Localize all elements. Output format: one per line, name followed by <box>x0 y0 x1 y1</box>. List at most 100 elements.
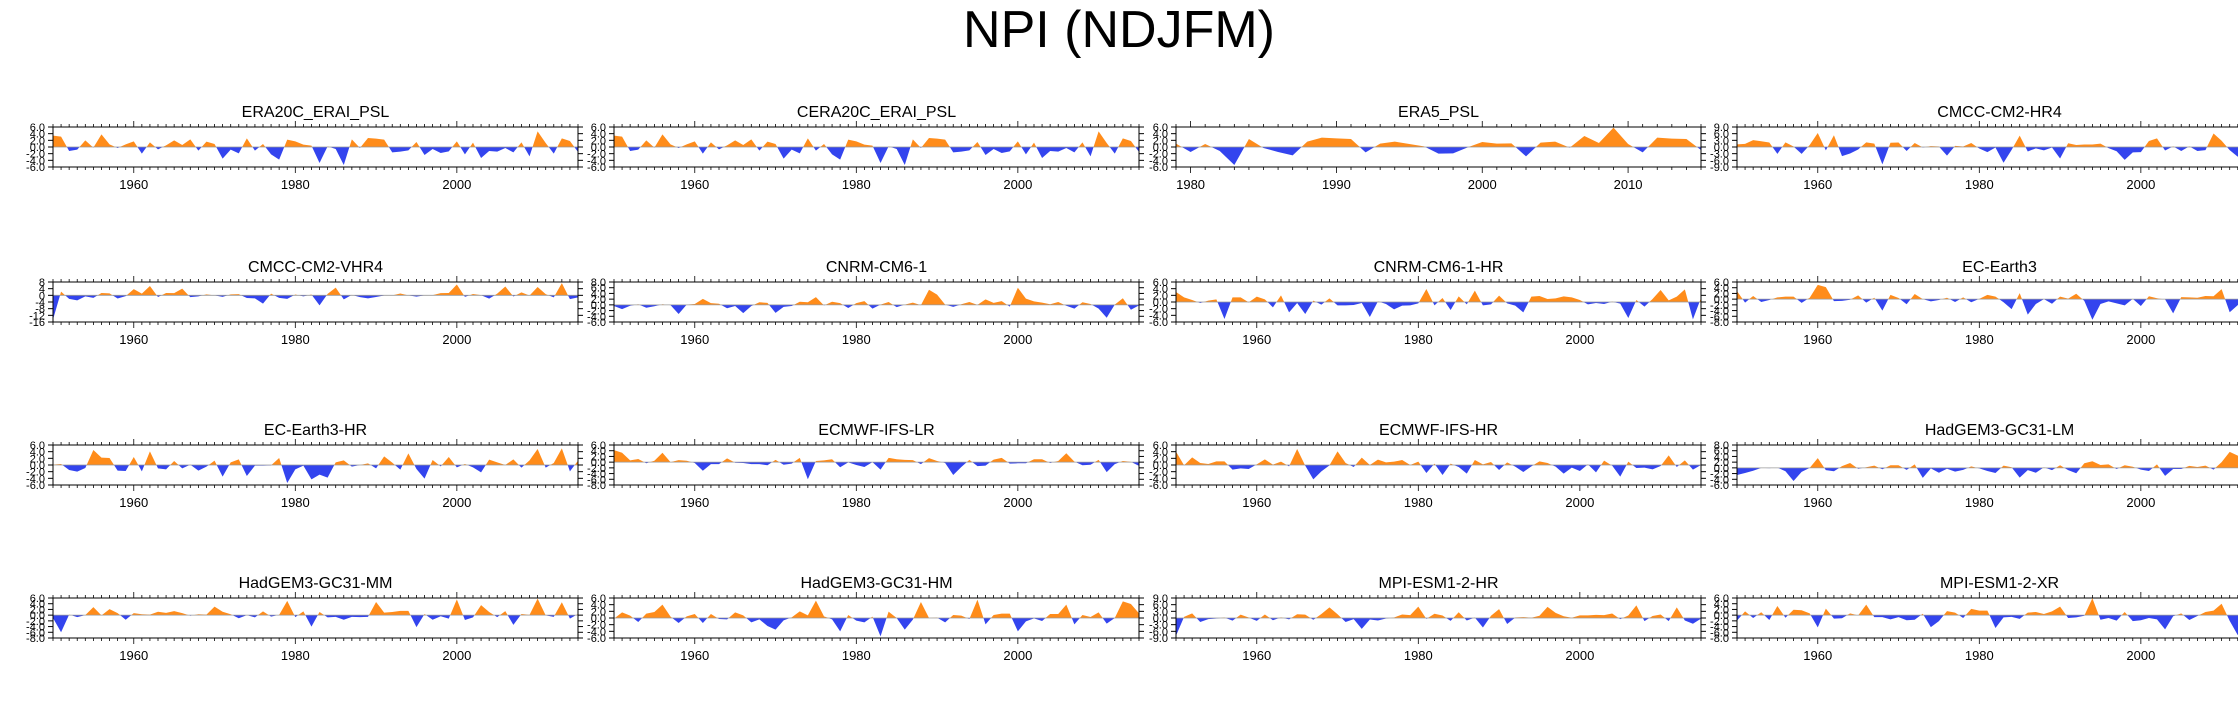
positive-anomaly-area <box>1183 605 1684 618</box>
x-tick-label: 1980 <box>281 648 310 663</box>
negative-anomaly-area <box>1181 147 1701 165</box>
y-tick-label: 0.0 <box>30 460 45 472</box>
y-tick-label: -4.0 <box>587 155 606 167</box>
y-tick-label: 4.0 <box>591 288 606 300</box>
plot-frame <box>613 281 1140 323</box>
y-tick-label: -6.0 <box>1710 311 1729 323</box>
y-tick-label: 2.0 <box>1714 604 1729 616</box>
chart-svg: HadGEM3-GC31-LM -6.0-4.0-2.00.02.04.06.08… <box>1710 422 2238 510</box>
chart-svg: EC-Earth3 -8.0-6.0-4.0-2.00.02.04.06.0 196… <box>1710 259 2238 347</box>
y-tick-label: -6.0 <box>1710 155 1729 167</box>
positive-anomaly-area <box>1737 133 2227 147</box>
y-tick-label: -2.0 <box>587 620 606 632</box>
positive-anomaly-area <box>614 599 1139 618</box>
y-tick-label: -6.0 <box>587 317 606 329</box>
y-tick-label: 6.0 <box>30 440 45 452</box>
x-tick-label: 1960 <box>119 177 148 192</box>
y-tick-label: 2.0 <box>30 453 45 465</box>
chart-title: CNRM-CM6-1-HR <box>1374 259 1504 276</box>
x-tick-label: 1960 <box>1242 648 1271 663</box>
y-tick-label: 3.0 <box>1714 135 1729 147</box>
y-tick-label: -2.0 <box>587 306 606 318</box>
x-tick-label: 1980 <box>842 495 871 510</box>
y-tick-label: -9.0 <box>1149 633 1168 645</box>
y-tick-label: -4.0 <box>1149 310 1168 322</box>
chart-svg: HadGEM3-GC31-MM -8.0-6.0-4.0-2.00.02.04.0… <box>26 575 583 663</box>
x-tick-label: 1980 <box>281 332 310 347</box>
y-tick-label: 2.0 <box>30 135 45 147</box>
chart-svg: ECMWF-IFS-HR -6.0-4.0-2.00.02.04.06.0 1960… <box>1149 422 1706 510</box>
y-tick-label: -3.0 <box>1710 149 1729 161</box>
y-tick-label: 2.0 <box>1714 288 1729 300</box>
y-tick-label: 4.0 <box>30 599 45 611</box>
y-tick-label: -4.0 <box>1149 155 1168 167</box>
x-tick-label: 1960 <box>680 648 709 663</box>
y-tick-label: 2.0 <box>1153 453 1168 465</box>
x-tick-label: 2000 <box>1003 648 1032 663</box>
positive-anomaly-area <box>1176 449 1689 465</box>
chart-title: HadGEM3-GC31-MM <box>239 575 393 592</box>
chart-title: EC-Earth3 <box>1962 259 2037 276</box>
chart-svg: ERA5_PSL -6.0-4.0-2.00.02.04.06.0 1980 1990… <box>1149 104 1706 192</box>
y-tick-label: -6.0 <box>26 627 45 639</box>
x-tick-label: 1980 <box>1965 177 1994 192</box>
y-tick-label: -2.0 <box>1710 300 1729 312</box>
y-tick-label: 6.0 <box>591 122 606 134</box>
y-tick-label: -4.0 <box>587 311 606 323</box>
y-tick-label: 8.0 <box>1714 440 1729 452</box>
y-tick-label: 6.0 <box>1153 600 1168 612</box>
y-tick-label: 0.0 <box>1714 142 1729 154</box>
positive-anomaly-area <box>68 598 578 616</box>
positive-anomaly-area <box>53 448 578 465</box>
y-tick-label: 0.0 <box>591 457 606 469</box>
y-tick-label: 6.0 <box>30 593 45 605</box>
negative-anomaly-area <box>627 147 1139 165</box>
y-tick-label: 0.0 <box>1714 294 1729 306</box>
x-tick-label: 2000 <box>2126 495 2155 510</box>
y-tick-label: 4.0 <box>1153 129 1168 141</box>
x-tick-label: 2000 <box>442 495 471 510</box>
positive-anomaly-area <box>635 287 1128 305</box>
y-tick-label: -4.0 <box>587 626 606 638</box>
y-tick-label: -3.0 <box>1149 620 1168 632</box>
y-tick-label: -2.0 <box>26 149 45 161</box>
y-tick-label: 6.0 <box>591 593 606 605</box>
y-tick-label: -6.0 <box>1149 626 1168 638</box>
y-tick-label: 9.0 <box>1714 122 1729 134</box>
x-tick-label: 1960 <box>1242 332 1271 347</box>
y-tick-label: 0.0 <box>1153 142 1168 154</box>
y-tick-label: -2.0 <box>1710 469 1729 481</box>
positive-anomaly-area <box>614 450 1132 463</box>
y-tick-label: 0.0 <box>1153 613 1168 625</box>
negative-anomaly-area <box>614 304 1139 318</box>
positive-anomaly-area <box>53 131 575 147</box>
y-tick-label: -6.0 <box>587 633 606 645</box>
y-tick-label: 4.0 <box>1153 284 1168 296</box>
negative-anomaly-area <box>53 295 578 320</box>
x-tick-label: 1980 <box>1404 495 1433 510</box>
chart-title: HadGEM3-GC31-HM <box>800 575 952 592</box>
y-tick-label: -6.0 <box>1710 627 1729 639</box>
y-tick-label: 2.0 <box>591 135 606 147</box>
x-tick-label: 1960 <box>1803 495 1832 510</box>
chart-title: HadGEM3-GC31-LM <box>1925 422 2074 439</box>
chart-svg: CNRM-CM6-1 -6.0-4.0-2.00.02.04.06.08.0 196… <box>587 259 1144 347</box>
x-tick-label: 1980 <box>281 177 310 192</box>
chart-svg: ERA20C_ERAI_PSL -6.0-4.0-2.00.02.04.06.0 1… <box>26 104 583 192</box>
negative-anomaly-area <box>644 462 1139 480</box>
y-tick-label: -6.0 <box>1710 480 1729 492</box>
x-tick-label: 1980 <box>1404 332 1433 347</box>
y-tick-label: 4.0 <box>30 447 45 459</box>
x-tick-label: 2000 <box>442 648 471 663</box>
chart-title: CMCC-CM2-HR4 <box>1937 104 2062 121</box>
y-tick-label: 4.0 <box>1153 447 1168 459</box>
y-tick-label: -6.0 <box>587 474 606 486</box>
y-tick-label: 6.0 <box>591 440 606 452</box>
x-tick-label: 1960 <box>1803 648 1832 663</box>
x-tick-label: 1980 <box>281 495 310 510</box>
chart-title: MPI-ESM1-2-HR <box>1378 575 1498 592</box>
plot-frame <box>52 597 579 639</box>
y-tick-label: 0.0 <box>1714 463 1729 475</box>
x-tick-label: 1960 <box>680 177 709 192</box>
y-tick-label: 6.0 <box>1153 440 1168 452</box>
